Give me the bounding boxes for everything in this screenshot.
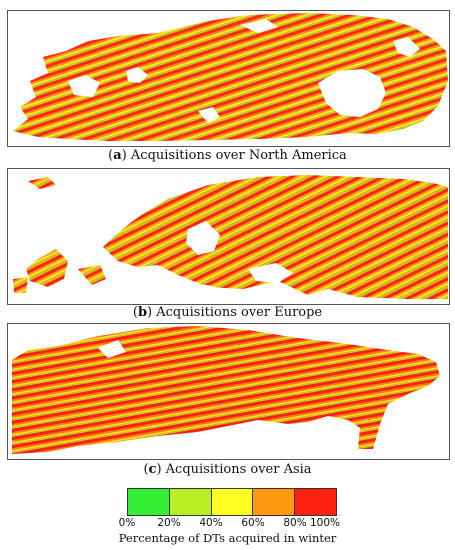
color-legend (127, 488, 337, 516)
land-mass (12, 326, 440, 454)
map-north-america (7, 10, 450, 147)
legend-tick: 40% (199, 517, 223, 529)
hudson-bay (318, 69, 386, 117)
caption-letter: a (113, 148, 122, 163)
baltic-sea (186, 221, 220, 255)
legend-title: Percentage of DTs acquired in winter (118, 531, 337, 545)
caption-asia: (c) Acquisitions over Asia (143, 462, 312, 477)
map-asia (7, 323, 450, 460)
caption-letter: c (148, 462, 157, 477)
iceland (28, 177, 56, 189)
caption-text: Acquisitions over Asia (161, 462, 312, 477)
caption-text: Acquisitions over North America (126, 148, 347, 163)
legend-ticks: 0% 20% 40% 60% 80% 100% (119, 517, 341, 531)
land-mass (13, 13, 448, 141)
map-north-america-svg (13, 13, 448, 141)
caption-letter: b (137, 305, 148, 320)
legend-swatch (128, 489, 169, 515)
legend-tick: 100% (309, 517, 341, 529)
legend-tick: 80% (283, 517, 307, 529)
legend-tick: 0% (118, 517, 136, 529)
caption-europe: (b) Acquisitions over Europe (132, 305, 323, 320)
legend-tick: 60% (241, 517, 265, 529)
legend-swatch (294, 489, 336, 515)
map-asia-svg (12, 326, 440, 454)
british-isles (26, 249, 68, 287)
land-mass (103, 175, 448, 299)
legend-tick: 20% (157, 517, 181, 529)
map-europe (7, 168, 450, 305)
legend-swatch (252, 489, 295, 515)
legend-swatch (168, 489, 211, 515)
caption-north-america: (a) Acquisitions over North America (108, 148, 347, 163)
map-europe-svg (13, 175, 448, 301)
legend-swatch (210, 489, 253, 515)
caption-text: Acquisitions over Europe (152, 305, 323, 320)
